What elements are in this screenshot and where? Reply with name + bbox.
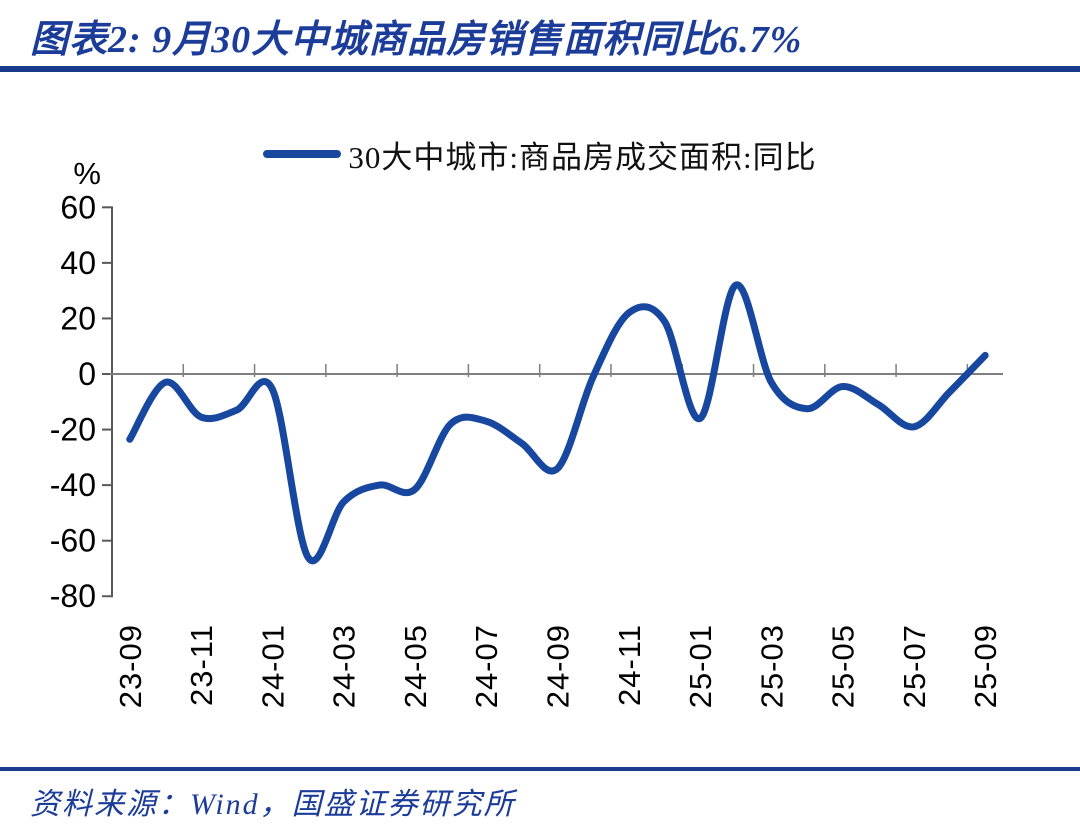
x-tick-label: 24-05 [398, 624, 433, 708]
x-tick-label: 23-11 [184, 624, 219, 706]
x-tick-label-group: 24-01 [255, 624, 290, 708]
x-tick-label-group: 25-05 [826, 624, 861, 708]
x-tick-label: 24-01 [255, 624, 290, 708]
y-axis-unit-label: % [73, 156, 101, 191]
x-tick-label: 24-09 [541, 624, 576, 708]
x-tick-label-group: 25-07 [897, 624, 932, 708]
x-tick-label-group: 25-01 [683, 624, 718, 708]
x-tick-label-group: 25-09 [968, 624, 1003, 708]
x-tick-label: 25-05 [826, 624, 861, 708]
x-tick-label: 25-03 [754, 624, 789, 708]
y-tick-label: -20 [50, 412, 96, 448]
x-tick-label: 25-07 [897, 624, 932, 708]
x-tick-label: 25-01 [683, 624, 718, 708]
y-tick-label: -60 [50, 523, 96, 559]
y-tick-label: -40 [50, 467, 96, 503]
series-line [126, 281, 989, 565]
x-tick-label-group: 23-11 [184, 624, 219, 706]
x-tick-label-group: 25-03 [754, 624, 789, 708]
chart-legend: 30大中城市:商品房成交面积:同比 [0, 135, 1080, 175]
x-tick-label: 24-03 [327, 624, 362, 708]
title-divider-rule [0, 66, 1080, 72]
chart-title: 图表2: 9月30大中城商品房销售面积同比6.7% [30, 19, 803, 61]
x-tick-label-group: 24-05 [398, 624, 433, 708]
x-tick-label: 24-11 [612, 624, 647, 706]
x-tick-label-group: 23-09 [113, 624, 148, 708]
x-tick-label-group: 24-09 [541, 624, 576, 708]
x-tick-label-group: 24-03 [327, 624, 362, 708]
x-tick-label: 24-07 [469, 624, 504, 708]
legend-series-label: 30大中城市:商品房成交面积:同比 [348, 139, 817, 175]
x-tick-label-group: 24-11 [612, 624, 647, 706]
x-tick-label: 23-09 [113, 624, 148, 708]
y-tick-label: 20 [60, 300, 96, 336]
line-chart-plot: 60 40 20 0 -20 -40 -60 -80% 23-09 23-11 24-01 24-03… [50, 156, 1003, 708]
y-tick-label: 60 [60, 189, 96, 225]
legend-line-icon [263, 150, 342, 158]
x-tick-label-group: 24-07 [469, 624, 504, 708]
y-tick-label: 40 [60, 245, 96, 281]
data-source-note: 资料来源：Wind，国盛证券研究所 [30, 788, 516, 821]
y-tick-label: -80 [50, 578, 96, 614]
x-tick-label: 25-09 [968, 624, 1003, 708]
y-tick-label: 0 [78, 356, 96, 392]
footer-divider-rule [0, 767, 1080, 771]
